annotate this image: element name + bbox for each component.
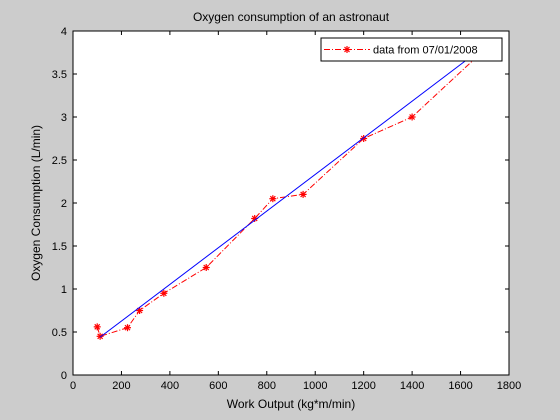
- x-tick-label: 0: [70, 380, 76, 392]
- x-tick-label: 1000: [303, 380, 327, 392]
- legend-box: [320, 37, 503, 62]
- y-axis-title: Oxygen Consumption (L/min): [29, 125, 43, 281]
- data-point-marker: [408, 113, 416, 121]
- legend-series-marker: [343, 46, 351, 53]
- y-tick-label: 2: [61, 198, 67, 210]
- x-tick-label: 1800: [497, 380, 521, 392]
- tick-layer: 0 200 400 600 800 1000 1200 1400 1600 1800 0 0.5 1 1.…: [52, 26, 522, 392]
- series-layer: [93, 50, 483, 340]
- data-point-marker: [136, 307, 144, 314]
- legend: data from 07/01/2008: [320, 37, 503, 62]
- y-tick-label: 3: [61, 112, 67, 124]
- x-tick-label: 600: [209, 380, 227, 392]
- plot-area: [73, 31, 509, 375]
- x-tick-label: 1400: [400, 380, 424, 392]
- data-point-marker: [269, 195, 277, 203]
- chart-title: Oxygen consumption of an astronaut: [193, 10, 390, 24]
- data-series-line: [96, 54, 480, 337]
- x-tick-label: 200: [112, 380, 130, 392]
- y-tick-label: 0: [61, 370, 67, 382]
- y-tick-label: 0.5: [52, 327, 67, 339]
- legend-series-label: data from 07/01/2008: [373, 45, 478, 57]
- legend-asterisk-marker: [343, 46, 351, 53]
- y-tick-label: 1.5: [52, 241, 67, 253]
- y-tick-label: 3.5: [52, 69, 67, 81]
- data-point-marker: [93, 323, 101, 331]
- data-point-marker: [96, 332, 104, 340]
- fit-line: [99, 50, 480, 338]
- x-tick-label: 1600: [448, 380, 472, 392]
- x-tick-label: 800: [258, 380, 276, 392]
- data-point-marker: [202, 264, 210, 271]
- data-point-marker: [124, 324, 131, 332]
- y-tick-label: 4: [61, 26, 67, 38]
- y-tick-label: 2.5: [52, 155, 67, 167]
- y-tick-label: 1: [61, 284, 67, 296]
- x-tick-label: 400: [161, 380, 179, 392]
- data-point-marker: [160, 289, 168, 297]
- x-axis-title: Work Output (kg*m/min): [227, 397, 355, 411]
- data-point-marker: [299, 190, 307, 198]
- x-tick-label: 1200: [351, 380, 375, 392]
